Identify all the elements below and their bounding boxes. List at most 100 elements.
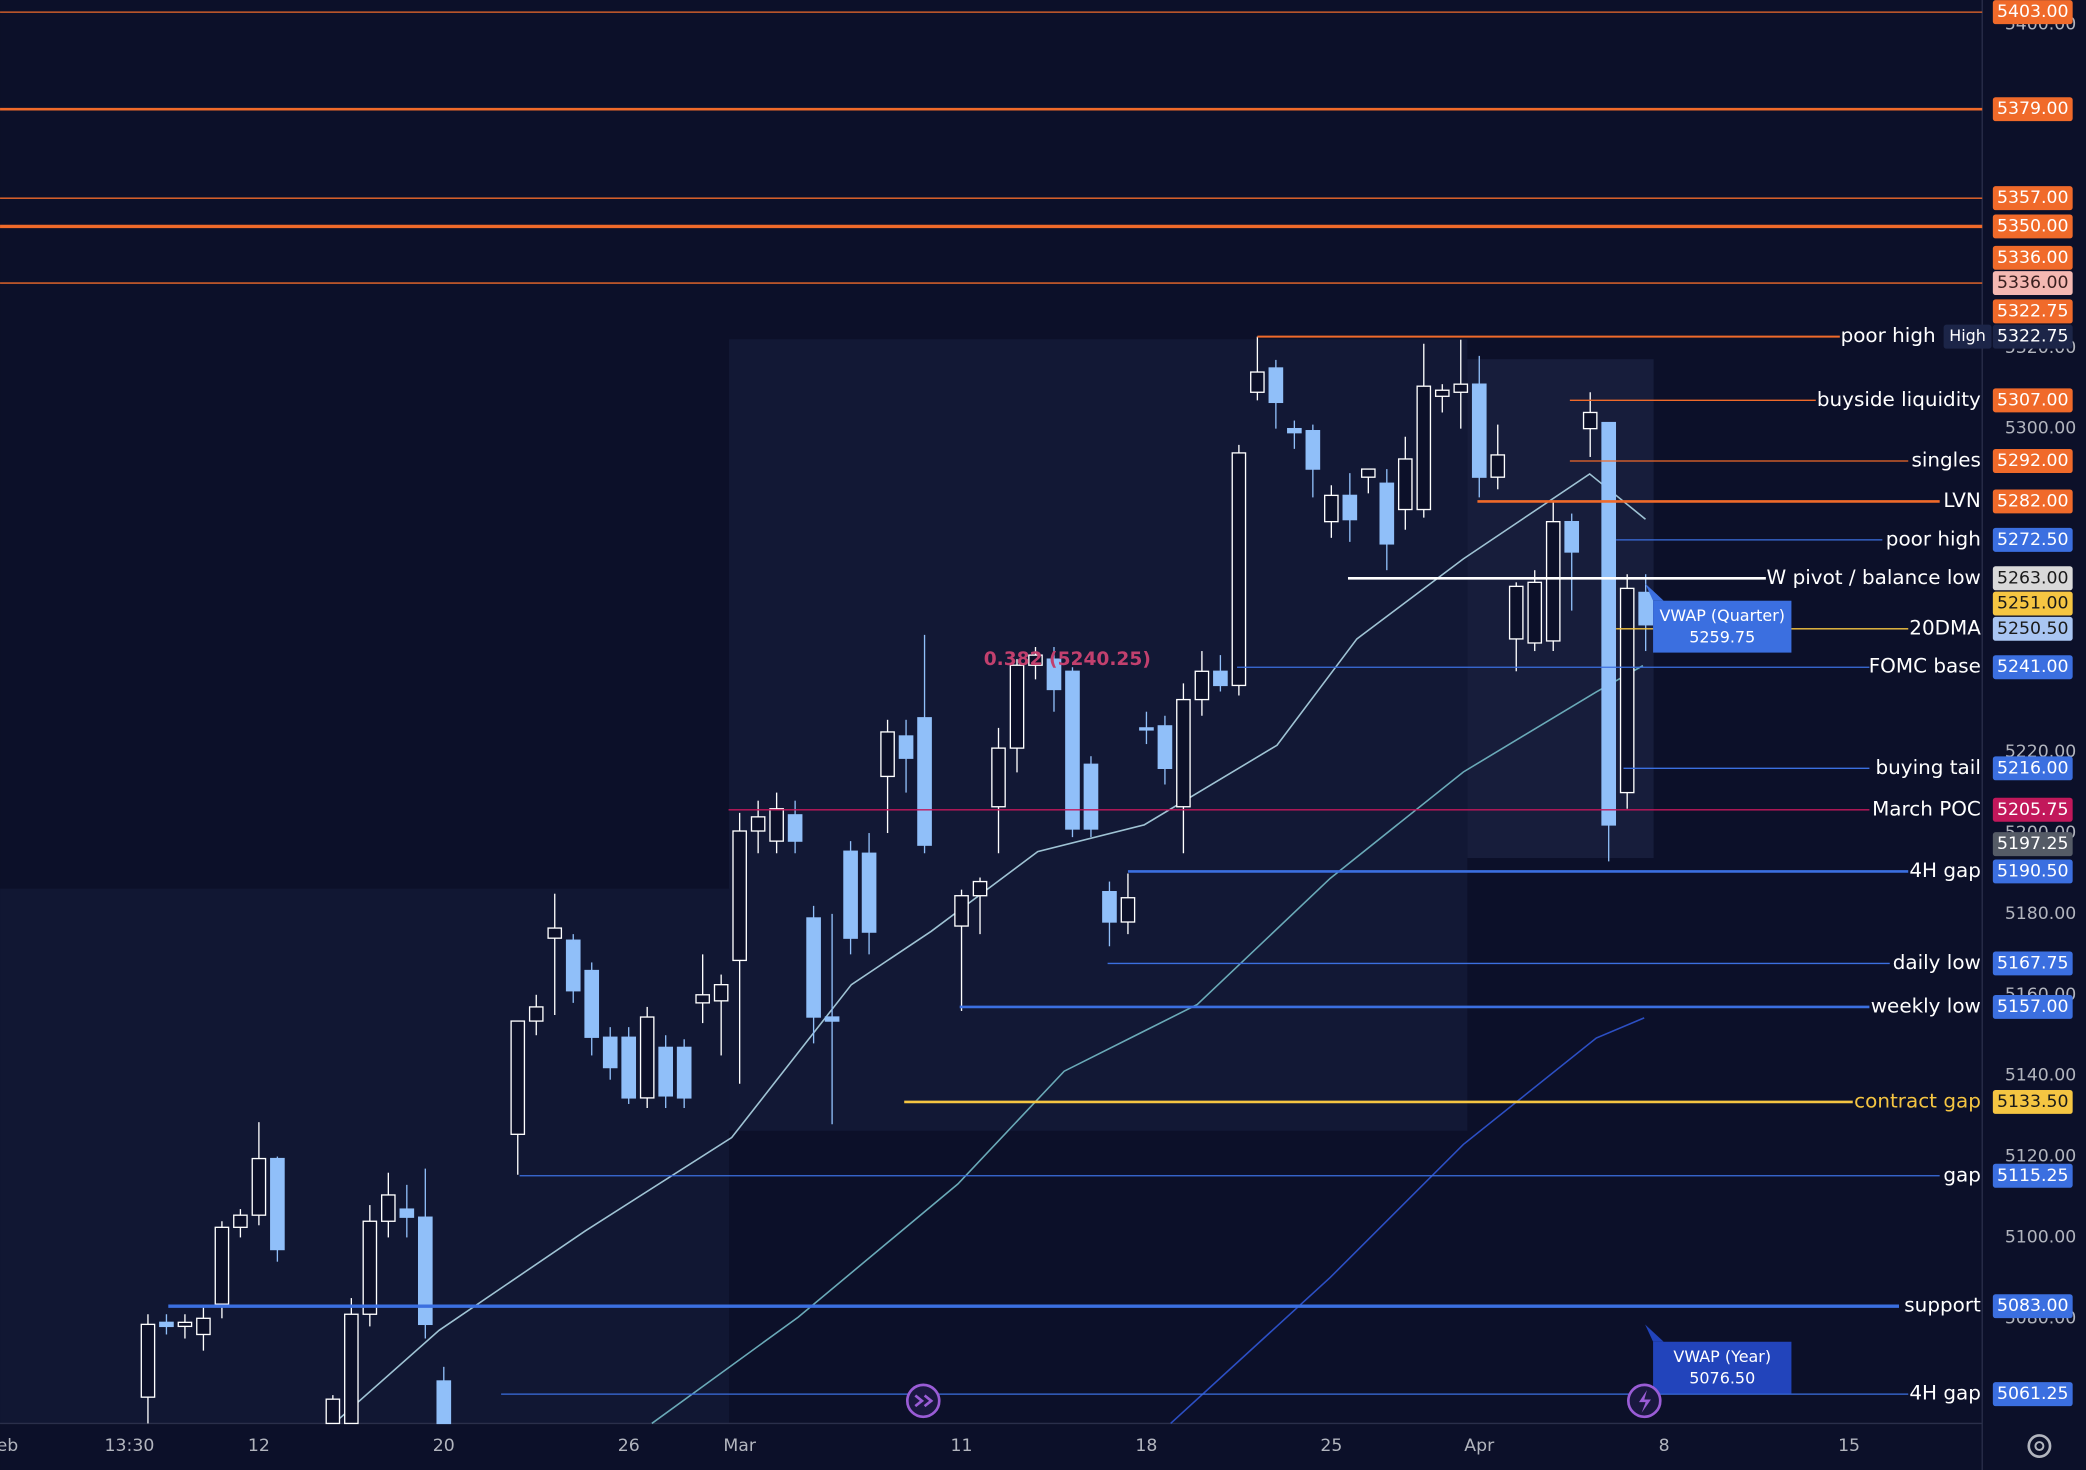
fib-label: 0.382 (5240.25) bbox=[984, 649, 1151, 670]
price-tag-label: 5336.00 bbox=[1997, 273, 2068, 293]
candle-body bbox=[1028, 654, 1043, 666]
candle-body bbox=[676, 1046, 692, 1099]
price-tag bbox=[1992, 324, 2073, 349]
price-tag bbox=[1992, 756, 2073, 781]
candle-body bbox=[1527, 581, 1543, 644]
candle-body bbox=[1342, 494, 1358, 521]
x-tick-label: 8 bbox=[1659, 1436, 1670, 1456]
price-tag-label: 5157.00 bbox=[1997, 997, 2068, 1017]
candle-body bbox=[436, 1380, 452, 1425]
candle-body bbox=[1582, 411, 1598, 430]
candle-body bbox=[713, 984, 729, 1002]
candle-body bbox=[344, 1313, 359, 1425]
candle-body bbox=[177, 1321, 193, 1328]
candle-body bbox=[528, 1006, 544, 1022]
price-tag-label: 5205.75 bbox=[1997, 800, 2068, 820]
price-tag-label: 5190.50 bbox=[1997, 861, 2068, 881]
price-tag-label: 5282.00 bbox=[1997, 491, 2068, 511]
level-label: weekly low bbox=[1871, 993, 1981, 1017]
candle-body bbox=[1083, 763, 1099, 830]
candle-body bbox=[214, 1226, 230, 1305]
price-tag-label: 5083.00 bbox=[1997, 1296, 2068, 1316]
level-label: FOMC base bbox=[1869, 654, 1981, 678]
price-tag bbox=[1992, 299, 2073, 324]
level-label: 20DMA bbox=[1909, 615, 1981, 639]
price-tag bbox=[1992, 859, 2073, 884]
average-line bbox=[651, 664, 1644, 1425]
candle-body bbox=[602, 1036, 618, 1069]
candle-body bbox=[1601, 421, 1617, 826]
candle-body bbox=[1268, 367, 1284, 404]
badge-box bbox=[1943, 324, 1992, 349]
price-tag-label: 5379.00 bbox=[1997, 99, 2068, 119]
price-tag bbox=[1992, 951, 2073, 976]
x-tick-label: 20 bbox=[433, 1436, 455, 1456]
price-tag-label: 5216.00 bbox=[1997, 758, 2068, 778]
candle-body bbox=[584, 969, 600, 1038]
replay-icon-glyph bbox=[914, 1394, 934, 1408]
candle-body bbox=[732, 830, 747, 962]
vwap-value: 5259.75 bbox=[1689, 627, 1755, 646]
price-tag-label: 5133.50 bbox=[1997, 1092, 2068, 1112]
candle-body bbox=[251, 1157, 267, 1216]
level-label: gap bbox=[1943, 1162, 1981, 1186]
price-tag bbox=[1992, 832, 2073, 857]
average-line bbox=[333, 472, 1646, 1425]
price-tag bbox=[1992, 0, 2073, 25]
price-tag-label: 5061.25 bbox=[1997, 1384, 2068, 1404]
candle-body bbox=[270, 1157, 285, 1251]
price-tag bbox=[1992, 655, 2073, 680]
price-tag bbox=[1992, 489, 2073, 514]
level-label: March POC bbox=[1872, 796, 1981, 820]
price-tag bbox=[1992, 527, 2073, 552]
candle-body bbox=[325, 1398, 341, 1425]
price-tag-label: 5197.25 bbox=[1997, 834, 2068, 854]
candle-body bbox=[639, 1016, 655, 1099]
vwap-value: 5076.50 bbox=[1689, 1369, 1755, 1388]
price-tag-label: 5322.75 bbox=[1997, 301, 2068, 321]
level-label: 4H gap bbox=[1909, 1381, 1981, 1405]
level-label: buyside liquidity bbox=[1817, 387, 1981, 411]
candle-body bbox=[1120, 897, 1136, 923]
candle-body bbox=[1157, 725, 1173, 769]
average-line bbox=[1170, 1017, 1645, 1425]
price-tag-label: 5241.00 bbox=[1997, 657, 2068, 677]
badge-label: High bbox=[1949, 326, 1986, 345]
price-tag bbox=[1992, 797, 2073, 822]
price-tag bbox=[1992, 1294, 2073, 1319]
price-tag-label: 5336.00 bbox=[1997, 248, 2068, 268]
x-tick-label: 25 bbox=[1320, 1436, 1342, 1456]
candle-body bbox=[1471, 383, 1487, 478]
candle-body bbox=[1213, 670, 1228, 687]
level-label: poor high bbox=[1886, 526, 1981, 550]
price-tag bbox=[1992, 616, 2073, 641]
candle-body bbox=[233, 1214, 248, 1228]
x-tick-label: 11 bbox=[951, 1436, 973, 1456]
price-tag bbox=[1992, 1089, 2073, 1114]
candle-body bbox=[972, 880, 988, 897]
candle-body bbox=[843, 850, 858, 939]
x-tick-label: eb bbox=[0, 1436, 18, 1456]
candle-body bbox=[658, 1046, 674, 1097]
candle-body bbox=[1379, 482, 1395, 545]
level-label: daily low bbox=[1893, 950, 1981, 974]
candle-body bbox=[1434, 389, 1450, 397]
price-tag bbox=[1992, 214, 2073, 239]
settings-icon[interactable] bbox=[2027, 1434, 2052, 1459]
price-tag-label: 5167.75 bbox=[1997, 953, 2068, 973]
x-tick-label: 26 bbox=[618, 1436, 640, 1456]
price-tag-label: 5350.00 bbox=[1997, 216, 2068, 236]
candle-body bbox=[787, 814, 803, 842]
vwap-box bbox=[1653, 600, 1792, 653]
candle-body bbox=[417, 1216, 433, 1326]
candle-body bbox=[750, 816, 766, 832]
candle-body bbox=[1453, 383, 1469, 393]
y-tick-label: 5180.00 bbox=[2005, 904, 2076, 924]
price-tag bbox=[1992, 97, 2073, 122]
candle-body bbox=[399, 1208, 415, 1218]
candle-body bbox=[917, 717, 932, 846]
level-label: singles bbox=[1911, 448, 1980, 472]
candle-body bbox=[1231, 452, 1247, 687]
candle-body bbox=[362, 1220, 378, 1315]
